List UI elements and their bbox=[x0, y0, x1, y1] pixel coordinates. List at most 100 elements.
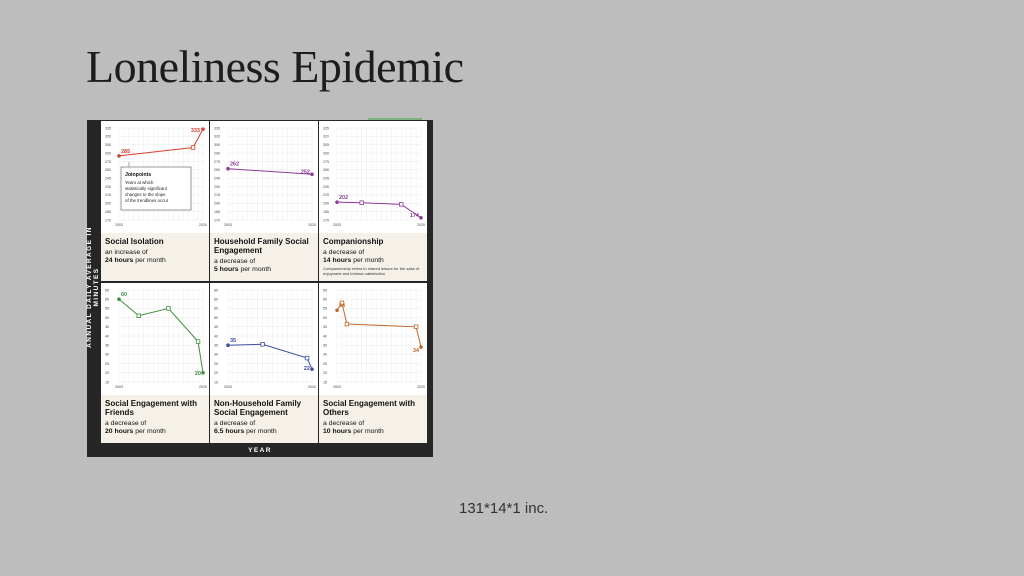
y-tick-label: 260 bbox=[105, 168, 111, 172]
data-point bbox=[226, 166, 230, 171]
end-value-label: 20 bbox=[195, 371, 201, 377]
data-point bbox=[419, 345, 423, 349]
y-tick-label: 20 bbox=[214, 371, 218, 375]
end-value-label: 333 bbox=[191, 128, 200, 134]
chart-title: Household Family Social Engagement bbox=[214, 237, 309, 255]
y-tick-label: 200 bbox=[214, 202, 220, 206]
change-summary: a decrease of 10 hours per month bbox=[323, 420, 427, 436]
y-tick-label: 290 bbox=[105, 151, 111, 155]
chart-title: Non-Household Family Social Engagement bbox=[214, 399, 302, 417]
figure-top-accent bbox=[368, 118, 422, 121]
y-tick-label: 55 bbox=[105, 307, 109, 311]
change-suffix: per month bbox=[133, 257, 166, 264]
line-chart: 65 60 55 50 45 40 35 30 25 20 15 2003 2020 35 22 bbox=[210, 283, 318, 395]
joinpoints-note-box bbox=[120, 166, 192, 211]
start-value-label: 35 bbox=[230, 338, 236, 344]
loneliness-figure: ANNUAL DAILY AVERAGE IN MINUTES YEAR 335… bbox=[86, 120, 433, 457]
x-tick-label: 2020 bbox=[199, 385, 207, 389]
y-tick-label: 55 bbox=[214, 307, 218, 311]
slide-title: Loneliness Epidemic bbox=[86, 41, 464, 92]
change-suffix: per month bbox=[238, 266, 272, 273]
y-tick-label: 45 bbox=[214, 325, 218, 329]
y-tick-label: 65 bbox=[323, 288, 327, 292]
y-tick-label: 30 bbox=[214, 353, 218, 357]
end-value-label: 174 bbox=[410, 213, 420, 219]
joinpoint-marker bbox=[339, 300, 345, 306]
data-point bbox=[335, 200, 339, 204]
start-value-label: 202 bbox=[339, 195, 348, 201]
x-tick-label: 2020 bbox=[417, 385, 425, 389]
x-tick-label: 2003 bbox=[333, 223, 341, 227]
y-tick-label: 335 bbox=[214, 126, 220, 130]
y-tick-label: 215 bbox=[214, 193, 220, 197]
series-line bbox=[227, 168, 313, 175]
y-tick-label: 50 bbox=[323, 316, 327, 320]
line-chart: 335 320 305 290 275 260 245 230 215 200 185 170 2003… bbox=[101, 121, 209, 233]
end-value-label: 252 bbox=[301, 169, 310, 175]
joinpoints-note-line: of the trendlines occur bbox=[125, 198, 169, 203]
chart-title: Social Engagement with Friends bbox=[105, 399, 198, 417]
data-point bbox=[117, 297, 121, 301]
y-tick-label: 45 bbox=[323, 325, 327, 329]
change-prefix: a decrease of bbox=[214, 258, 256, 265]
start-value-label: 60 bbox=[121, 292, 127, 298]
chart-caption: Social Engagement with Friends a decrease… bbox=[105, 399, 209, 436]
y-tick-label: 245 bbox=[214, 176, 220, 180]
y-tick-label: 30 bbox=[323, 353, 327, 357]
y-tick-label: 275 bbox=[105, 160, 111, 164]
y-tick-label: 245 bbox=[105, 176, 111, 180]
line-chart: 65 60 55 50 45 40 35 30 25 20 15 2003 2020 60 20 bbox=[101, 283, 209, 395]
y-tick-label: 20 bbox=[105, 371, 109, 375]
y-tick-label: 245 bbox=[323, 176, 329, 180]
y-tick-label: 30 bbox=[105, 353, 109, 357]
joinpoints-note-line: changes to the slope bbox=[125, 192, 166, 197]
y-tick-label: 185 bbox=[105, 210, 111, 214]
y-tick-label: 230 bbox=[105, 185, 111, 189]
y-tick-label: 60 bbox=[323, 298, 327, 302]
y-tick-label: 230 bbox=[323, 185, 329, 189]
y-tick-label: 170 bbox=[105, 218, 111, 222]
y-tick-label: 335 bbox=[323, 126, 329, 130]
chart-note: Companionship refers to shared leisure f… bbox=[323, 266, 420, 276]
change-prefix: an increase of bbox=[105, 249, 148, 256]
y-tick-label: 15 bbox=[214, 380, 218, 384]
chart-caption: Household Family Social Engagement a decr… bbox=[214, 237, 318, 274]
change-amount: 14 hours bbox=[323, 257, 352, 264]
chart-caption: Non-Household Family Social Engagement a … bbox=[214, 399, 318, 436]
y-tick-label: 55 bbox=[323, 307, 327, 311]
y-tick-label: 305 bbox=[323, 143, 329, 147]
chart-panel: 65 60 55 50 45 40 35 30 25 20 15 2003 2020 60 20 Social… bbox=[101, 283, 209, 443]
y-tick-label: 35 bbox=[105, 344, 109, 348]
change-prefix: a decrease of bbox=[323, 420, 365, 427]
joinpoint-marker bbox=[136, 313, 141, 318]
change-amount: 24 hours bbox=[105, 257, 134, 264]
y-tick-label: 170 bbox=[214, 218, 220, 222]
chart-panel: 335 320 305 290 275 260 245 230 215 200 185 170 2003… bbox=[319, 121, 427, 281]
change-suffix: per month bbox=[351, 257, 384, 264]
change-prefix: a decrease of bbox=[214, 420, 256, 427]
chart-title: Social Isolation bbox=[105, 237, 164, 246]
y-tick-label: 40 bbox=[323, 334, 327, 338]
change-summary: a decrease of 5 hours per month bbox=[214, 258, 318, 274]
y-tick-label: 40 bbox=[105, 334, 109, 338]
change-summary: an increase of 24 hours per month bbox=[105, 249, 209, 265]
change-suffix: per month bbox=[351, 428, 384, 435]
y-axis-label: ANNUAL DAILY AVERAGE IN MINUTES bbox=[86, 226, 100, 348]
series-line bbox=[336, 201, 422, 219]
y-tick-label: 320 bbox=[323, 135, 329, 139]
change-amount: 6.5 hours bbox=[214, 428, 245, 435]
series-line bbox=[336, 301, 422, 348]
change-suffix: per month bbox=[244, 428, 277, 435]
joinpoints-note-line: Years at which bbox=[125, 180, 154, 185]
chart-panel: 335 320 305 290 275 260 245 230 215 200 185 170 2003… bbox=[210, 121, 318, 281]
y-tick-label: 230 bbox=[214, 185, 220, 189]
start-value-label: 262 bbox=[230, 162, 239, 168]
change-amount: 5 hours bbox=[214, 266, 239, 273]
y-tick-label: 15 bbox=[105, 380, 109, 384]
joinpoints-note-title: Joinpoints bbox=[125, 172, 151, 178]
y-tick-label: 25 bbox=[323, 362, 327, 366]
change-amount: 10 hours bbox=[323, 428, 352, 435]
y-tick-label: 60 bbox=[214, 298, 218, 302]
chart-caption: Social Isolation an increase of 24 hours p… bbox=[105, 237, 209, 265]
